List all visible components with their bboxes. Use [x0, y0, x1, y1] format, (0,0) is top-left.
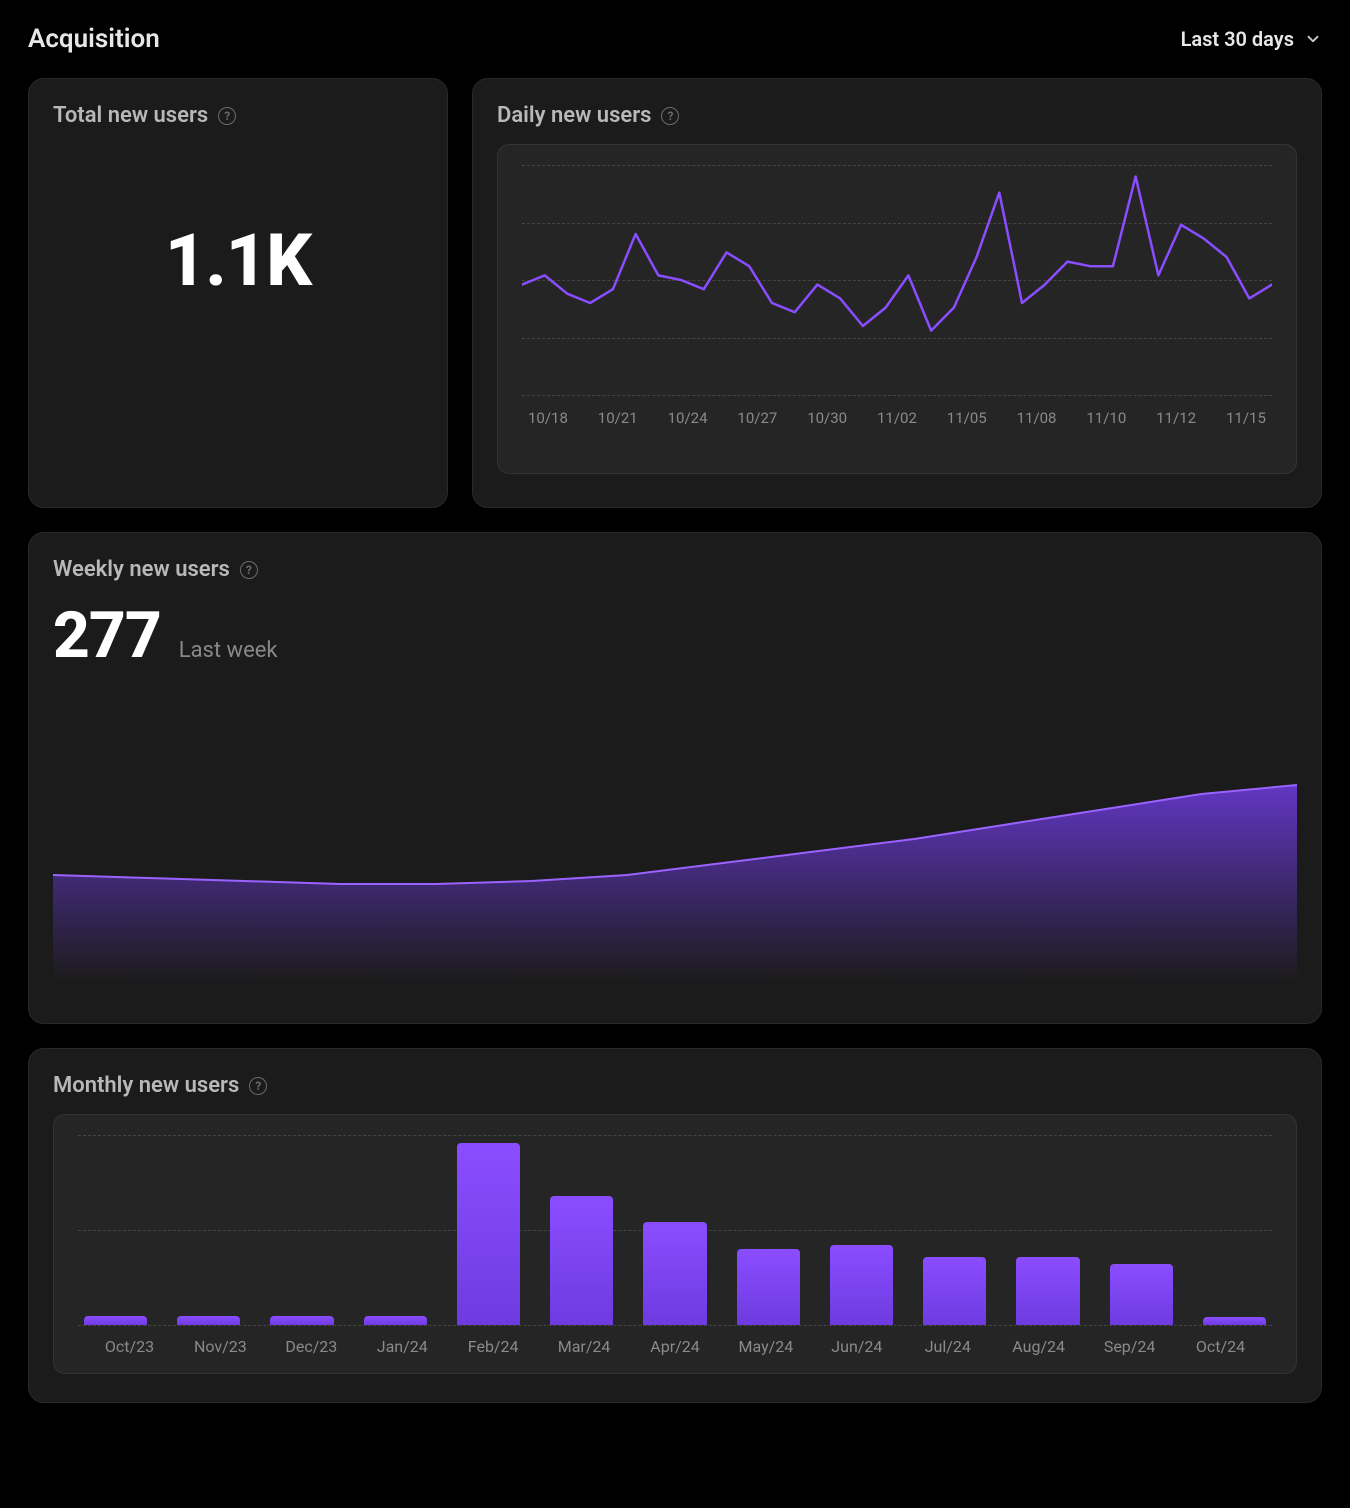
x-axis-label: Oct/24	[1175, 1337, 1266, 1356]
x-axis-label: 11/05	[947, 409, 987, 427]
bar	[1016, 1257, 1079, 1325]
x-axis-label: 10/21	[598, 409, 638, 427]
bar	[457, 1143, 520, 1325]
card-title: Weekly new users	[53, 557, 230, 582]
total-new-users-value: 1.1K	[53, 218, 423, 303]
weekly-chart	[53, 683, 1297, 983]
x-axis-label: Jun/24	[811, 1337, 902, 1356]
bar	[84, 1316, 147, 1326]
x-axis-label: May/24	[720, 1337, 811, 1356]
bar	[923, 1257, 986, 1325]
x-axis-label: 11/12	[1156, 409, 1196, 427]
monthly-chart: Oct/23Nov/23Dec/23Jan/24Feb/24Mar/24Apr/…	[53, 1114, 1297, 1374]
bar	[1203, 1317, 1266, 1325]
x-axis-label: Apr/24	[630, 1337, 721, 1356]
bar	[177, 1316, 240, 1326]
weekly-new-users-card: Weekly new users ? 277 Last week	[28, 532, 1322, 1024]
monthly-new-users-card: Monthly new users ? Oct/23Nov/23Dec/23Ja…	[28, 1048, 1322, 1403]
x-axis-label: 11/08	[1017, 409, 1057, 427]
bar	[643, 1222, 706, 1325]
bar	[270, 1316, 333, 1326]
x-axis-label: Feb/24	[448, 1337, 539, 1356]
x-axis-label: Oct/23	[84, 1337, 175, 1356]
x-axis-label: Aug/24	[993, 1337, 1084, 1356]
bar	[364, 1316, 427, 1326]
help-icon[interactable]: ?	[249, 1077, 267, 1095]
bar	[737, 1249, 800, 1325]
x-axis-label: 11/10	[1086, 409, 1126, 427]
help-icon[interactable]: ?	[218, 107, 236, 125]
x-axis-label: 10/30	[807, 409, 847, 427]
help-icon[interactable]: ?	[240, 561, 258, 579]
x-axis-label: Sep/24	[1084, 1337, 1175, 1356]
card-title: Monthly new users	[53, 1073, 239, 1098]
daily-new-users-card: Daily new users ? 10/1810/2110/2410/2710…	[472, 78, 1322, 508]
bar	[1110, 1264, 1173, 1325]
x-axis-label: 11/02	[877, 409, 917, 427]
x-axis-label: 10/18	[528, 409, 568, 427]
range-label: Last 30 days	[1181, 27, 1294, 51]
help-icon[interactable]: ?	[661, 107, 679, 125]
daily-chart: 10/18 10/21 10/24 10/27 10/30 11/02 11/05 11/08…	[497, 144, 1297, 474]
weekly-subtitle: Last week	[179, 638, 278, 663]
x-axis-label: Mar/24	[539, 1337, 630, 1356]
x-axis-label: Nov/23	[175, 1337, 266, 1356]
bar	[830, 1245, 893, 1325]
card-title: Total new users	[53, 103, 208, 128]
x-axis-label: 11/15	[1226, 409, 1266, 427]
card-title: Daily new users	[497, 103, 651, 128]
chevron-down-icon	[1304, 30, 1322, 48]
x-axis-label: 10/24	[668, 409, 708, 427]
weekly-value: 277	[53, 598, 161, 673]
range-selector[interactable]: Last 30 days	[1181, 27, 1322, 51]
x-axis-label: Dec/23	[266, 1337, 357, 1356]
x-axis-label: Jan/24	[357, 1337, 448, 1356]
x-axis-label: Jul/24	[902, 1337, 993, 1356]
page-title: Acquisition	[28, 24, 160, 54]
total-new-users-card: Total new users ? 1.1K	[28, 78, 448, 508]
bar	[550, 1196, 613, 1325]
x-axis-label: 10/27	[737, 409, 777, 427]
